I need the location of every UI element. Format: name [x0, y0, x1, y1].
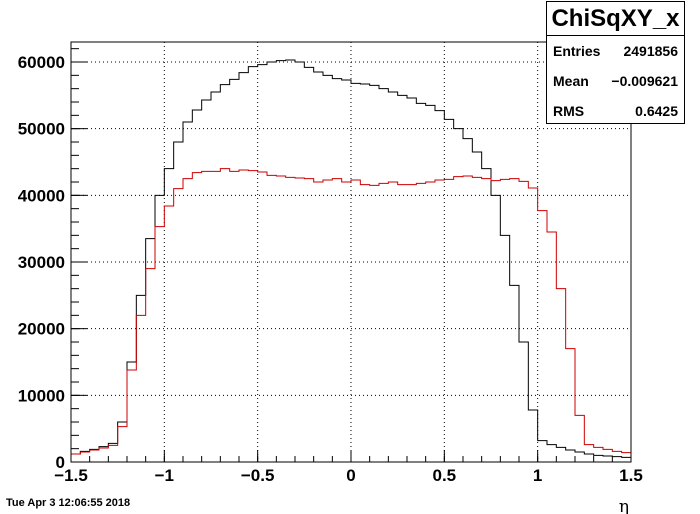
y-tick-label: 10000	[18, 386, 65, 405]
y-tick-label: 40000	[18, 186, 65, 205]
entries-value: 2491856	[623, 43, 678, 59]
y-tick-label: 60000	[18, 53, 65, 72]
y-tick-label: 0	[56, 453, 65, 472]
histogram-series	[71, 59, 631, 458]
mean-label: Mean	[553, 73, 589, 89]
histogram-line-black	[71, 59, 631, 458]
histogram-name: ChiSqXY_x	[547, 2, 684, 36]
y-tick-label: 20000	[18, 320, 65, 339]
x-tick-label: −1.5	[54, 466, 88, 485]
stats-rms-row: RMS 0.6425	[547, 96, 684, 126]
date-stamp: Tue Apr 3 12:06:55 2018	[6, 497, 131, 509]
x-tick-label: 1.5	[619, 466, 643, 485]
y-tick-label: 30000	[18, 253, 65, 272]
x-tick-label: −1	[155, 466, 174, 485]
x-axis-label: η	[619, 497, 629, 514]
y-tick-labels: 0 10000 20000 30000 40000 50000 60000	[18, 53, 65, 472]
entries-label: Entries	[553, 43, 601, 59]
mean-value: −0.009621	[611, 73, 678, 89]
x-tick-labels: −1.5 −1 −0.5 0 0.5 1 1.5	[54, 466, 643, 485]
rms-label: RMS	[553, 103, 585, 119]
axis-ticks	[70, 48, 632, 463]
stats-box: ChiSqXY_x Entries 2491856 Mean −0.009621…	[546, 1, 685, 124]
y-tick-label: 50000	[18, 120, 65, 139]
x-tick-label: 0	[346, 466, 355, 485]
x-tick-label: 1	[533, 466, 542, 485]
stats-mean-row: Mean −0.009621	[547, 66, 684, 96]
x-tick-label: 0.5	[433, 466, 457, 485]
stats-entries-row: Entries 2491856	[547, 36, 684, 66]
histogram-line-red	[71, 168, 631, 455]
rms-value: 0.6425	[635, 103, 678, 119]
x-tick-label: −0.5	[241, 466, 275, 485]
